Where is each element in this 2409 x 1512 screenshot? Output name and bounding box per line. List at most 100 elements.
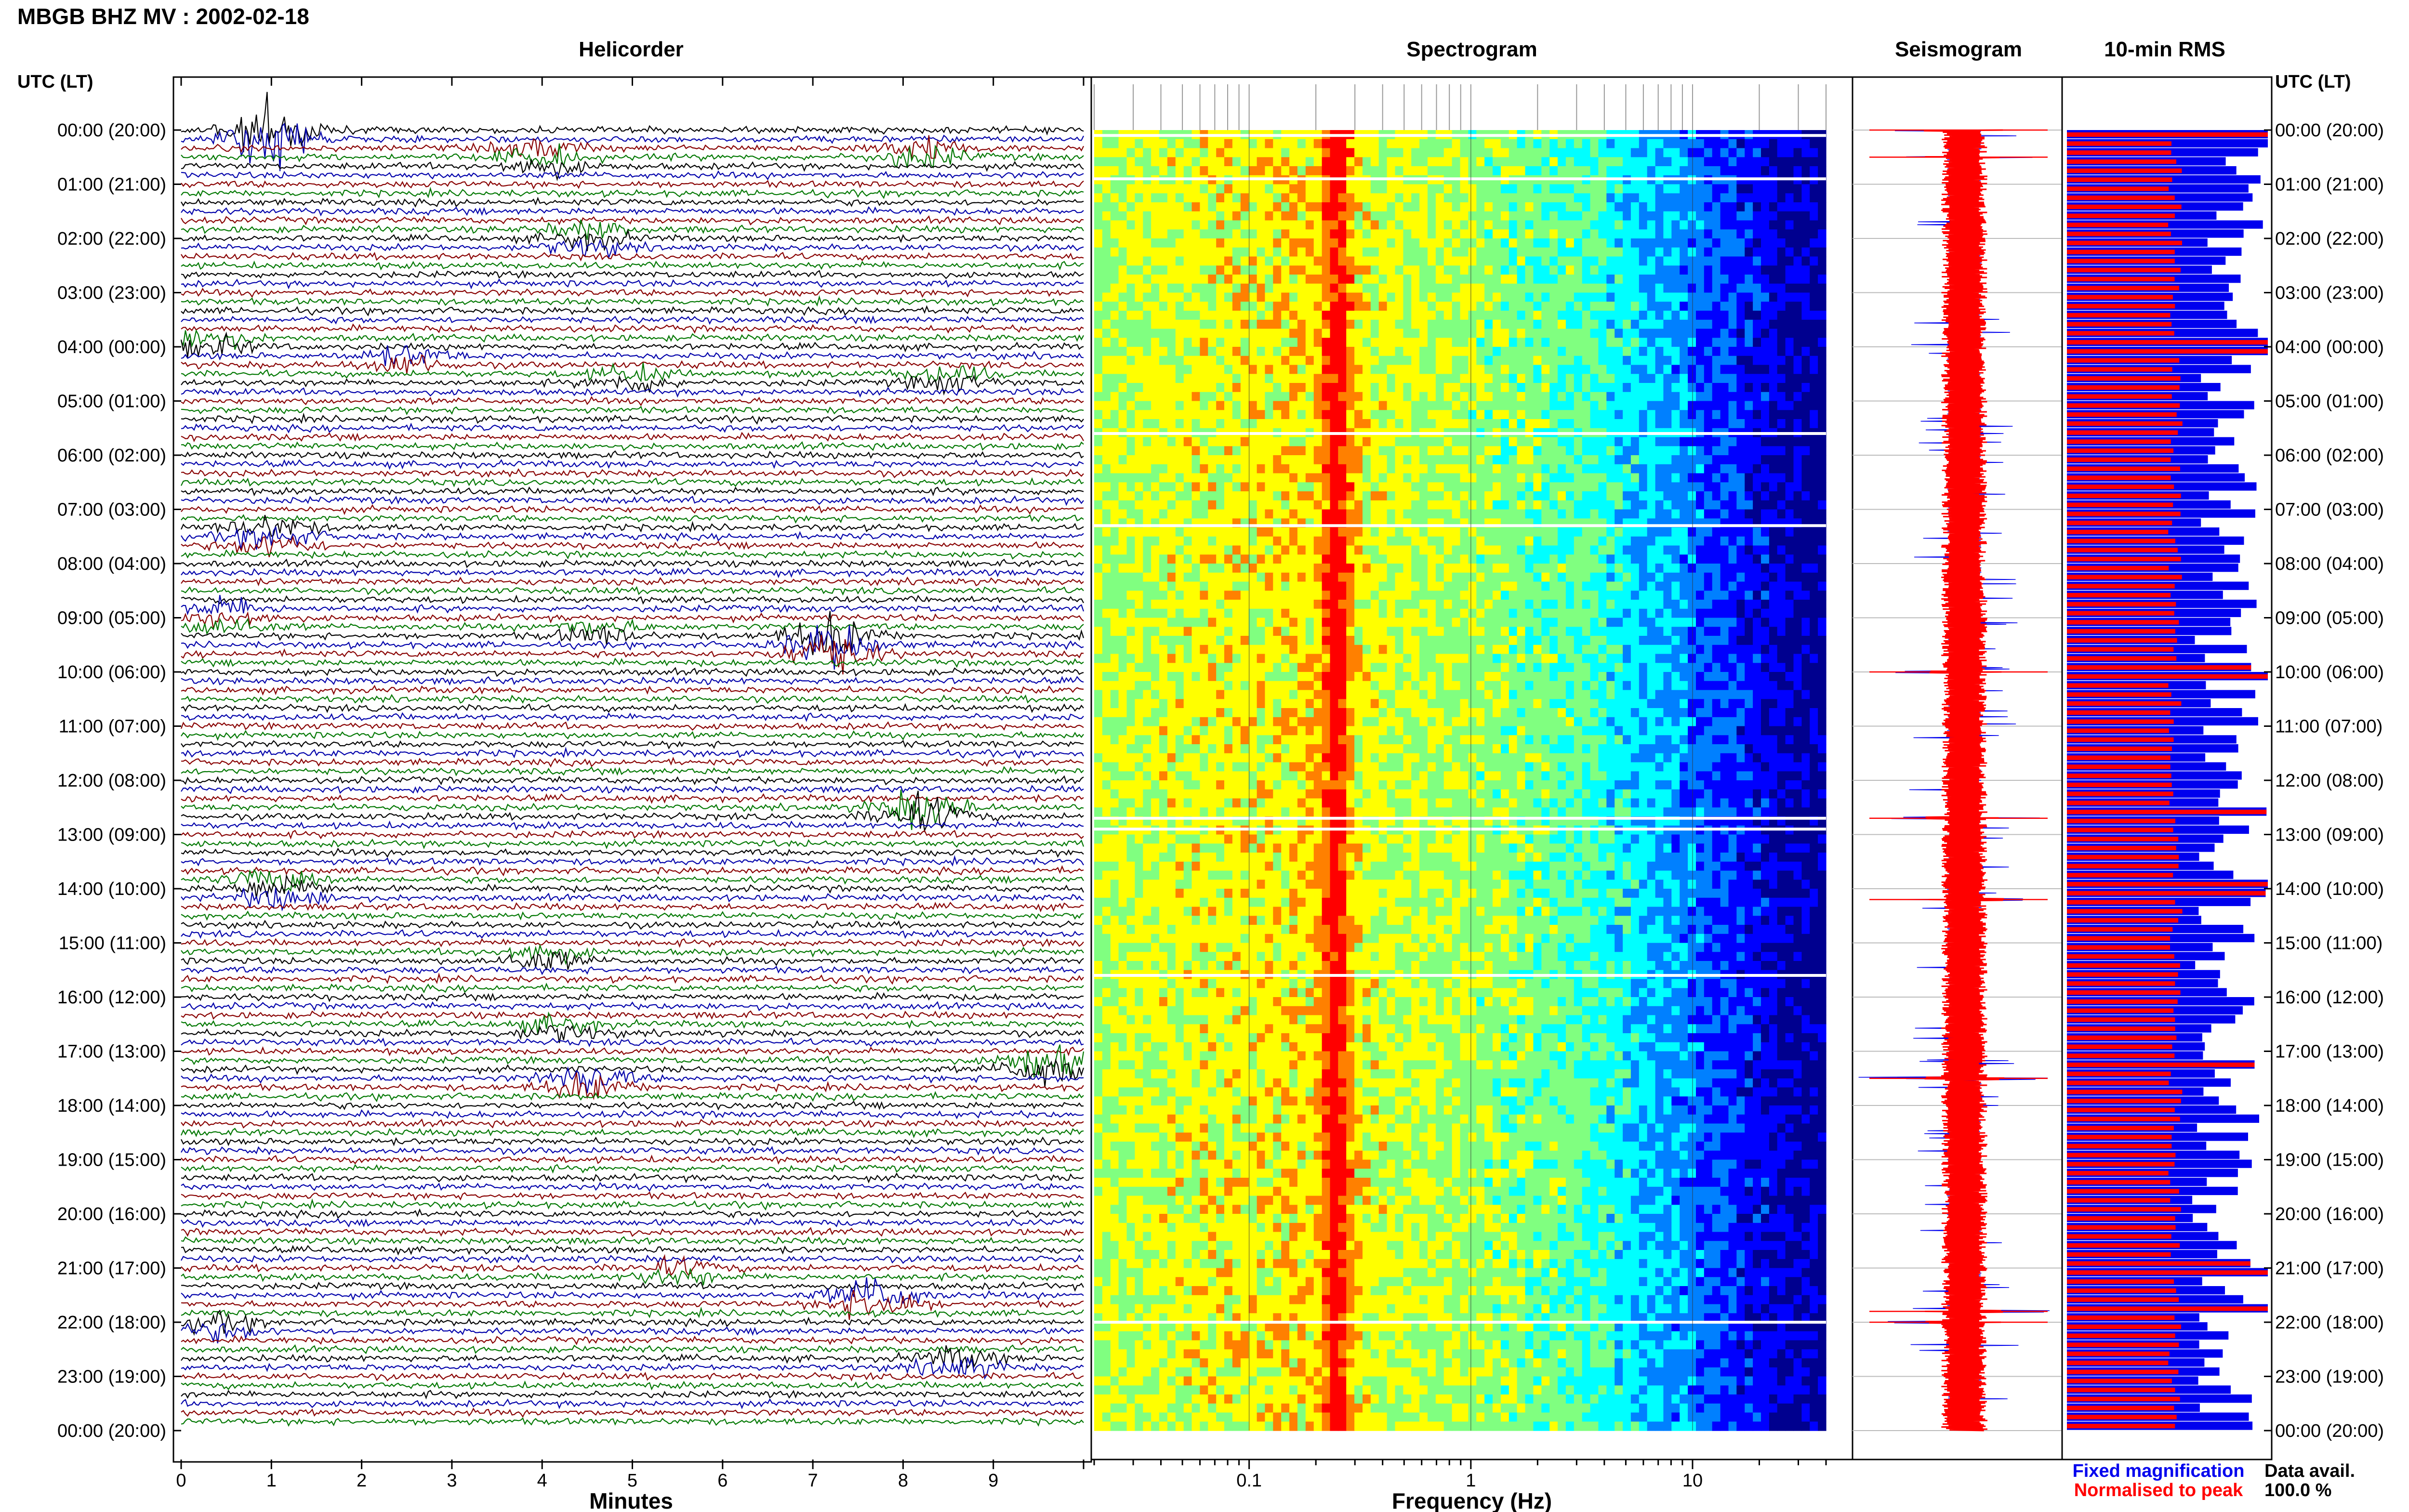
spectrogram-cell <box>1428 166 1436 176</box>
spectrogram-cell <box>1257 275 1266 284</box>
spectrogram-cell <box>1663 275 1672 284</box>
spectrogram-cell <box>1411 220 1420 230</box>
spectrogram-cell <box>1151 283 1160 293</box>
spectrogram-cell <box>1094 275 1103 284</box>
spectrogram-cell <box>1338 401 1347 410</box>
spectrogram-cell <box>1265 302 1273 311</box>
spectrogram-cell <box>1549 545 1558 555</box>
spectrogram-cell <box>1688 265 1696 275</box>
spectrogram-cell <box>1346 229 1355 239</box>
spectrogram-cell <box>1623 238 1631 248</box>
spectrogram-cell <box>1289 311 1298 320</box>
spectrogram-cell <box>1745 401 1753 410</box>
spectrogram-cell <box>1387 365 1396 374</box>
spectrogram-cell <box>1224 193 1233 203</box>
spectrogram-cell <box>1745 365 1753 374</box>
spectrogram-cell <box>1769 600 1778 609</box>
spectrogram-cell <box>1232 329 1241 338</box>
spectrogram-cell <box>1639 355 1648 366</box>
spectrogram-cell <box>1680 446 1688 456</box>
spectrogram-cell <box>1582 437 1591 447</box>
spectrogram-cell <box>1289 608 1298 618</box>
spectrogram-cell <box>1281 464 1290 474</box>
spectrogram-cell <box>1623 184 1631 194</box>
spectrogram-cell <box>1257 509 1266 519</box>
spectrogram-cell <box>1517 600 1526 609</box>
spectrogram-cell <box>1387 500 1396 510</box>
spectrogram-cell <box>1565 536 1575 546</box>
spectrogram-cell <box>1175 392 1184 402</box>
spectrogram-cell <box>1240 157 1249 167</box>
spectrogram-cell <box>1289 581 1298 591</box>
spectrogram-cell <box>1191 355 1200 366</box>
spectrogram-cell <box>1094 527 1103 537</box>
spectrogram-cell <box>1785 229 1794 239</box>
spectrogram-cell <box>1143 564 1152 573</box>
spectrogram-cell <box>1435 329 1444 338</box>
helicorder-trace <box>181 251 1084 262</box>
spectrogram-cell <box>1606 600 1615 609</box>
spectrogram-cell <box>1704 509 1713 519</box>
spectrogram-cell <box>1175 491 1184 501</box>
spectrogram-cell <box>1354 265 1363 275</box>
spectrogram-cell <box>1500 238 1509 248</box>
spectrogram-cell <box>1313 392 1323 402</box>
spectrogram-cell <box>1363 355 1371 366</box>
spectrogram-cell <box>1623 202 1631 212</box>
spectrogram-cell <box>1777 374 1786 383</box>
spectrogram-cell <box>1143 500 1152 510</box>
spectrogram-cell <box>1630 509 1640 519</box>
spectrogram-cell <box>1655 536 1664 546</box>
spectrogram-cell <box>1248 554 1257 564</box>
spectrogram-cell <box>1443 455 1453 465</box>
spectrogram-cell <box>1346 455 1355 465</box>
spectrogram-cell <box>1728 572 1737 582</box>
helicorder-trace <box>181 1136 1084 1146</box>
spectrogram-cell <box>1663 184 1672 194</box>
spectrogram-cell <box>1761 302 1770 311</box>
spectrogram-cell <box>1565 365 1575 374</box>
spectrogram-cell <box>1460 419 1469 429</box>
helicorder-trace <box>181 305 1084 316</box>
spectrogram-cell <box>1403 545 1412 555</box>
spectrogram-cell <box>1639 545 1648 555</box>
spectrogram-cell <box>1216 500 1225 510</box>
spectrogram-cell <box>1517 581 1526 591</box>
spectrogram-cell <box>1395 572 1403 582</box>
spectrogram-cell <box>1378 410 1388 420</box>
spectrogram-cell <box>1338 591 1347 600</box>
spectrogram-cell <box>1493 193 1501 203</box>
spectrogram-cell <box>1777 581 1786 591</box>
spectrogram-cell <box>1452 184 1461 194</box>
spectrogram-cell <box>1777 500 1786 510</box>
helicorder-trace <box>181 847 1084 858</box>
spectrogram-cell <box>1500 347 1509 356</box>
spectrogram-cell <box>1110 564 1119 573</box>
spectrogram-cell <box>1395 545 1403 555</box>
spectrogram-cell <box>1517 184 1526 194</box>
spectrogram-cell <box>1322 446 1331 456</box>
spectrogram-cell <box>1428 311 1436 320</box>
spectrogram-cell <box>1565 184 1575 194</box>
spectrogram-cell <box>1541 473 1550 483</box>
spectrogram-cell <box>1761 509 1770 519</box>
spectrogram-cell <box>1468 500 1477 510</box>
spectrogram-cell <box>1305 265 1314 275</box>
spectrogram-cell <box>1623 572 1631 582</box>
spectrogram-cell <box>1549 536 1558 546</box>
spectrogram-cell <box>1159 600 1168 609</box>
spectrogram-cell <box>1305 564 1314 573</box>
spectrogram-cell <box>1704 283 1713 293</box>
spectrogram-cell <box>1118 247 1127 257</box>
spectrogram-cell <box>1712 275 1721 284</box>
spectrogram-cell <box>1395 608 1403 618</box>
spectrogram-cell <box>1541 302 1550 311</box>
spectrogram-cell <box>1191 536 1200 546</box>
spectrogram-cell <box>1525 482 1534 492</box>
spectrogram-cell <box>1696 247 1705 257</box>
spectrogram-cell <box>1200 220 1208 230</box>
spectrogram-cell <box>1712 355 1721 366</box>
spectrogram-cell <box>1338 229 1347 239</box>
spectrogram-cell <box>1509 148 1518 158</box>
spectrogram-cell <box>1346 536 1355 546</box>
